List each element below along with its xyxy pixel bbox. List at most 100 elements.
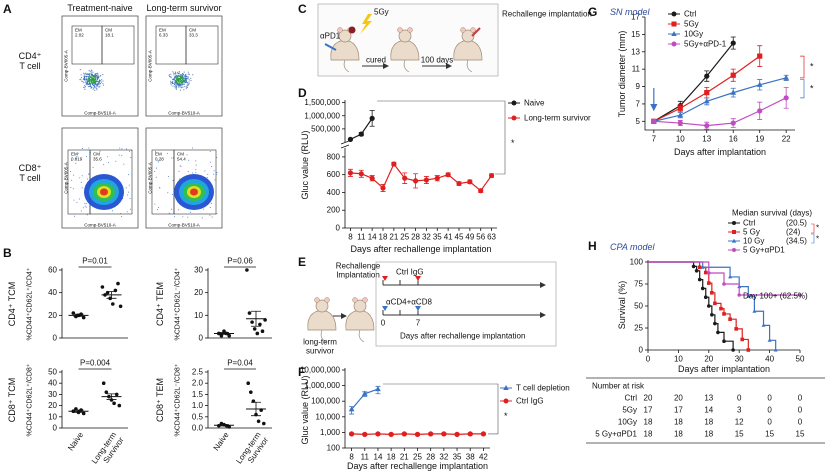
annotation: Day 100+ (62.5%) (743, 292, 808, 301)
event (175, 84, 177, 87)
gate-label: EM (71, 152, 78, 157)
marker (111, 302, 115, 306)
marker (773, 347, 778, 352)
y-tick-label: 0.5 (192, 412, 204, 421)
event (89, 79, 91, 81)
x-tick-label: 49 (465, 233, 474, 242)
event (94, 83, 96, 85)
marker (258, 322, 262, 327)
x-tick-label: 41 (444, 233, 453, 242)
event (158, 187, 160, 189)
x-tick-label: 35 (453, 453, 462, 462)
marker (503, 385, 509, 390)
event (86, 73, 88, 75)
significance: * (504, 411, 508, 421)
series-line (653, 77, 787, 122)
y-tick-label: 20 (48, 401, 57, 410)
event (90, 73, 92, 75)
row-label: 5Gy (622, 406, 637, 415)
marker (677, 105, 683, 111)
y-axis-label: Tumor diameter (mm) (617, 31, 627, 118)
event (89, 85, 91, 88)
event (176, 84, 179, 86)
marker (752, 309, 757, 313)
event (96, 87, 98, 90)
y-tick-label: 800 (327, 152, 341, 161)
marker (428, 431, 434, 437)
event (83, 86, 85, 88)
x-tick-label: 45 (455, 233, 464, 242)
event (216, 156, 218, 158)
syringe (471, 27, 481, 37)
syringe (324, 43, 337, 51)
event (183, 79, 185, 81)
event (172, 79, 174, 81)
event (155, 176, 157, 178)
event (176, 76, 178, 78)
marker (219, 333, 224, 338)
step-label: cured (366, 56, 386, 65)
event (94, 87, 96, 89)
event (183, 71, 185, 73)
error-bar (251, 310, 261, 327)
marker (731, 238, 737, 243)
row-label: 10Gy (618, 418, 637, 427)
event (174, 85, 176, 87)
event (87, 85, 90, 88)
y-tick-label: 200 (327, 206, 341, 215)
marker (707, 271, 711, 275)
marker (713, 321, 717, 326)
event (172, 193, 174, 195)
marker (245, 268, 249, 272)
mouse-tail (403, 59, 410, 73)
event (83, 85, 86, 87)
event (169, 80, 172, 82)
y-axis-label: %CD44⁺CD62L⁺/CD8⁺ (27, 363, 34, 436)
marker (454, 431, 460, 437)
series-line (653, 42, 734, 122)
x-tick-label: Naive (66, 430, 85, 452)
x-tick-label: 13 (702, 135, 711, 144)
event (185, 78, 187, 80)
x-tick-label: 21 (400, 453, 409, 462)
event (166, 152, 168, 154)
mouse (307, 309, 337, 331)
event (123, 163, 125, 165)
row-label: T cell (19, 173, 40, 183)
step-label: Implantation (336, 271, 380, 280)
marker (716, 330, 720, 335)
bracket (377, 100, 506, 175)
legend-label: T cell depletion (516, 384, 570, 393)
event (182, 86, 184, 88)
mouse-ear (460, 27, 466, 33)
injection (415, 276, 421, 281)
y-tick-label: 0 (199, 334, 204, 343)
event (82, 78, 85, 81)
marker (348, 406, 355, 412)
marker (250, 320, 254, 324)
event (82, 207, 84, 209)
event (195, 164, 197, 166)
event (170, 84, 172, 86)
event (216, 173, 218, 175)
event (176, 85, 178, 87)
event (90, 69, 92, 71)
marker (358, 171, 364, 177)
density (100, 188, 108, 196)
marker (423, 177, 430, 183)
y-tick-label: 40 (48, 379, 57, 388)
mouse (345, 309, 375, 331)
event (85, 81, 87, 84)
event (74, 215, 76, 217)
marker (728, 274, 733, 279)
event (186, 84, 188, 86)
event (92, 87, 95, 89)
event (171, 208, 173, 210)
event (180, 76, 182, 78)
column-label: Long-term survivor (146, 3, 221, 13)
p-value: P=0.004 (80, 359, 111, 368)
mouse-head (398, 29, 412, 43)
event (87, 73, 89, 76)
y-tick-label: 1.0 (192, 401, 204, 410)
density (190, 188, 198, 196)
